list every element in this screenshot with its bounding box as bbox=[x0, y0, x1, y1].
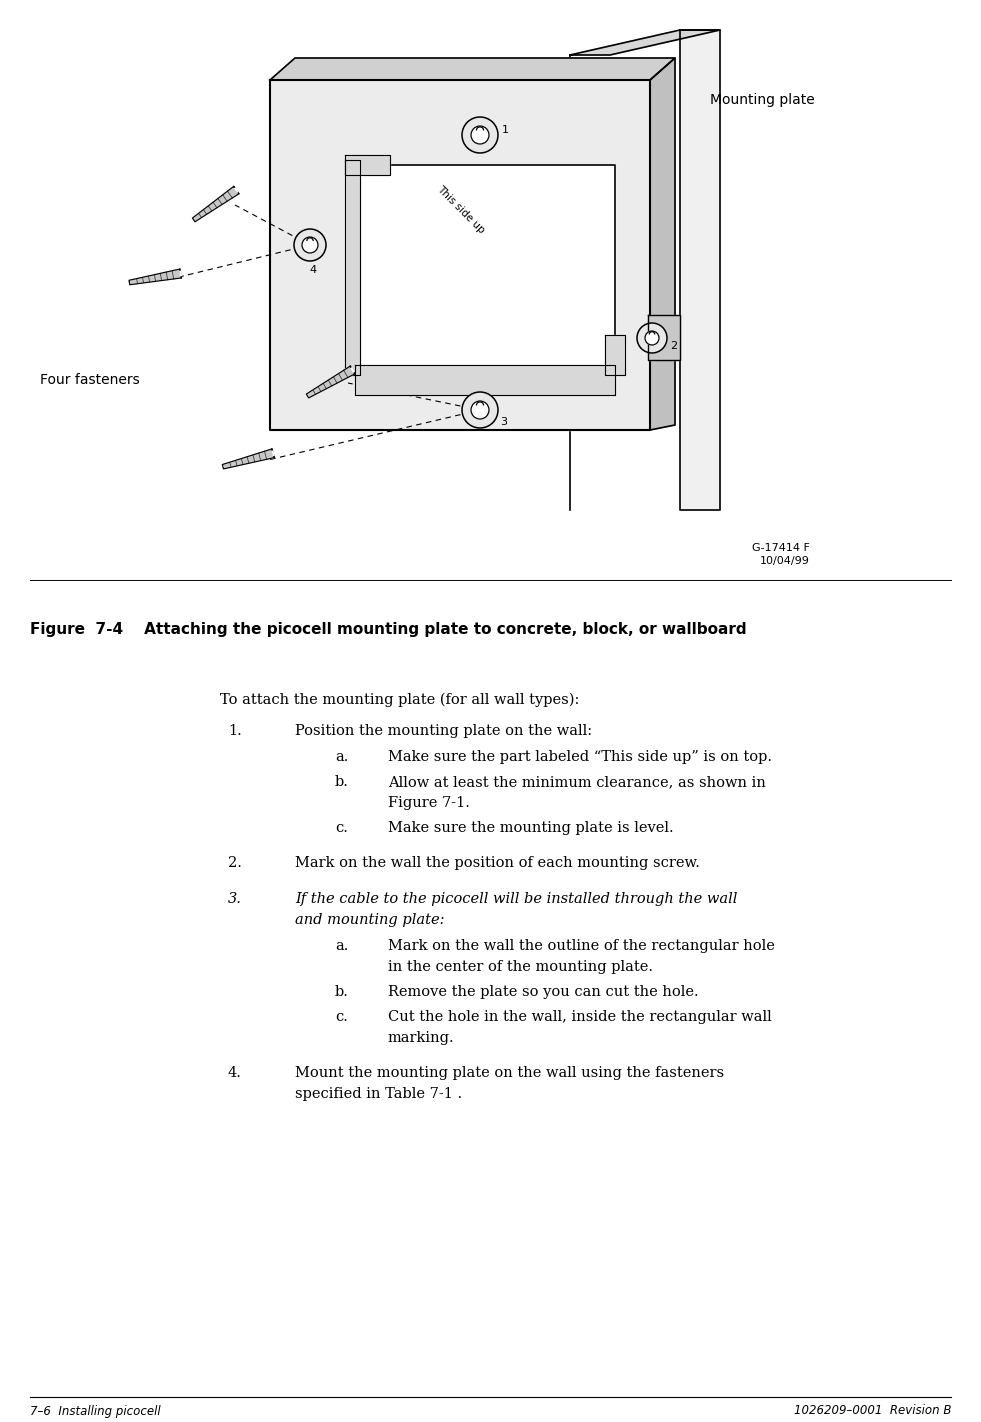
Circle shape bbox=[645, 331, 659, 346]
Polygon shape bbox=[570, 30, 720, 55]
Circle shape bbox=[302, 237, 318, 253]
Text: 3: 3 bbox=[500, 417, 507, 427]
Text: 7–6  Installing picocell: 7–6 Installing picocell bbox=[30, 1405, 161, 1418]
Polygon shape bbox=[270, 58, 675, 80]
Text: If the cable to the picocell will be installed through the wall: If the cable to the picocell will be ins… bbox=[295, 892, 738, 906]
Polygon shape bbox=[648, 316, 680, 360]
Text: Make sure the part labeled “This side up” is on top.: Make sure the part labeled “This side up… bbox=[388, 749, 772, 764]
Text: 3.: 3. bbox=[228, 892, 242, 906]
Text: 4.: 4. bbox=[228, 1066, 242, 1079]
Text: c.: c. bbox=[335, 820, 348, 835]
Text: Mount the mounting plate on the wall using the fasteners: Mount the mounting plate on the wall usi… bbox=[295, 1066, 724, 1079]
Polygon shape bbox=[306, 365, 355, 398]
Text: To attach the mounting plate (for all wall types):: To attach the mounting plate (for all wa… bbox=[220, 693, 580, 707]
Circle shape bbox=[471, 127, 489, 144]
Text: Figure 7-1.: Figure 7-1. bbox=[388, 796, 470, 811]
Polygon shape bbox=[223, 449, 275, 469]
Polygon shape bbox=[355, 165, 615, 375]
Text: Four fasteners: Four fasteners bbox=[40, 373, 139, 387]
Circle shape bbox=[462, 392, 498, 428]
Text: marking.: marking. bbox=[388, 1031, 454, 1045]
Text: Figure  7-4    Attaching the picocell mounting plate to concrete, block, or wall: Figure 7-4 Attaching the picocell mounti… bbox=[30, 621, 747, 637]
Polygon shape bbox=[605, 336, 625, 375]
Text: a.: a. bbox=[335, 939, 348, 953]
Text: Position the mounting plate on the wall:: Position the mounting plate on the wall: bbox=[295, 724, 593, 738]
Circle shape bbox=[294, 229, 326, 262]
Text: 2: 2 bbox=[670, 341, 677, 351]
Text: Mounting plate: Mounting plate bbox=[710, 92, 815, 107]
Polygon shape bbox=[355, 365, 615, 395]
Text: specified in Table 7-1 .: specified in Table 7-1 . bbox=[295, 1086, 462, 1101]
Text: Mark on the wall the outline of the rectangular hole: Mark on the wall the outline of the rect… bbox=[388, 939, 775, 953]
Polygon shape bbox=[270, 80, 650, 429]
Text: 4: 4 bbox=[309, 264, 317, 274]
Text: Remove the plate so you can cut the hole.: Remove the plate so you can cut the hole… bbox=[388, 985, 698, 1000]
Text: Make sure the mounting plate is level.: Make sure the mounting plate is level. bbox=[388, 820, 674, 835]
Text: b.: b. bbox=[335, 775, 349, 789]
Text: Allow at least the minimum clearance, as shown in: Allow at least the minimum clearance, as… bbox=[388, 775, 766, 789]
Text: 2.: 2. bbox=[228, 856, 242, 870]
Polygon shape bbox=[129, 269, 181, 284]
Polygon shape bbox=[345, 155, 390, 175]
Text: b.: b. bbox=[335, 985, 349, 1000]
Text: and mounting plate:: and mounting plate: bbox=[295, 913, 444, 927]
Circle shape bbox=[637, 323, 667, 353]
Circle shape bbox=[471, 401, 489, 419]
Polygon shape bbox=[680, 30, 720, 510]
Text: G-17414 F
10/04/99: G-17414 F 10/04/99 bbox=[752, 543, 810, 566]
Circle shape bbox=[462, 117, 498, 154]
Text: in the center of the mounting plate.: in the center of the mounting plate. bbox=[388, 960, 653, 974]
Text: Cut the hole in the wall, inside the rectangular wall: Cut the hole in the wall, inside the rec… bbox=[388, 1010, 772, 1024]
Polygon shape bbox=[345, 161, 360, 375]
Text: c.: c. bbox=[335, 1010, 348, 1024]
Polygon shape bbox=[650, 58, 675, 429]
Text: 1.: 1. bbox=[228, 724, 241, 738]
Text: 1026209–0001  Revision B: 1026209–0001 Revision B bbox=[794, 1405, 951, 1418]
Polygon shape bbox=[192, 186, 239, 222]
Text: a.: a. bbox=[335, 749, 348, 764]
Text: This side up: This side up bbox=[435, 183, 487, 235]
Text: Mark on the wall the position of each mounting screw.: Mark on the wall the position of each mo… bbox=[295, 856, 699, 870]
Text: 1: 1 bbox=[502, 125, 509, 135]
